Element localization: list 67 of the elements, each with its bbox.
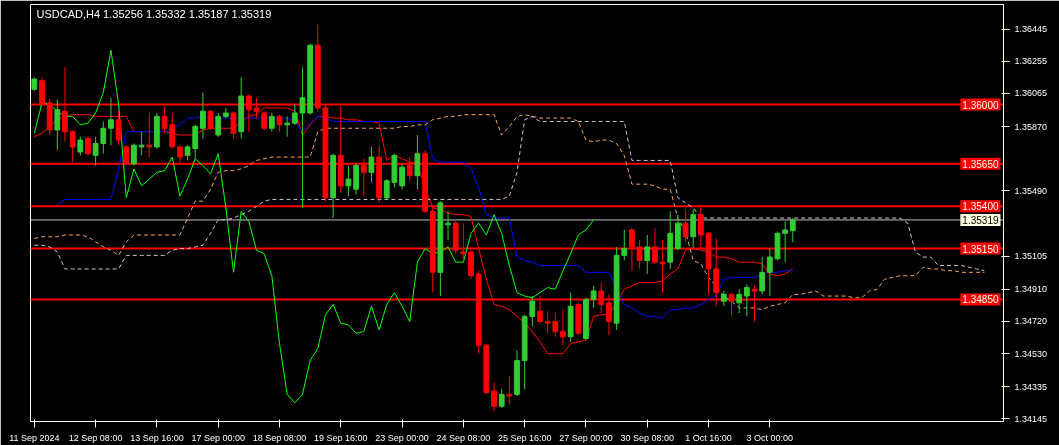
x-tick-label: 30 Sep 08:00 [620,432,675,443]
ref-line-label: 1.35319 [962,214,999,226]
x-tick-label: 11 Sep 2024 [9,432,60,443]
candlestick [682,209,689,243]
y-tick-label: 1.34720 [1014,316,1048,327]
x-tick-label: 24 Sep 08:00 [436,432,491,443]
y-tick-label: 1.36065 [1014,88,1048,99]
candlestick [498,388,505,409]
x-tick-label: 18 Sep 08:00 [252,432,307,443]
candlestick [789,217,796,243]
ref-line-label: 1.34850 [962,294,999,306]
candlestick [284,115,291,138]
x-tick-label: 17 Sep 00:00 [191,432,245,443]
candlestick [345,165,352,197]
y-tick-label: 1.35870 [1014,121,1048,132]
x-tick-label: 19 Sep 16:00 [314,432,368,443]
candlestick [291,104,298,126]
candlestick [115,110,122,146]
candlestick [77,136,84,156]
candlestick [85,136,91,156]
candlestick [491,382,497,412]
candlestick [590,285,597,309]
line-series [33,49,595,404]
x-tick-label: 13 Sep 16:00 [130,432,184,443]
x-tick-label: 1 Oct 16:00 [685,432,732,443]
candlestick [644,234,651,275]
candlestick [560,309,566,346]
candlestick [54,98,61,151]
ref-line-label: 1.35650 [962,158,999,170]
ref-line-label: 1.36000 [962,99,999,111]
ref-line-label: 1.35150 [962,243,999,255]
y-tick-label: 1.34145 [1014,413,1048,424]
candlestick [138,131,145,156]
candlestick [736,288,743,314]
candlestick [215,112,222,138]
y-tick-label: 1.34530 [1014,348,1048,359]
x-tick-label: 3 Oct 00:00 [746,432,794,443]
candlestick [759,256,766,295]
candlestick [445,210,451,241]
y-tick-label: 1.34910 [1014,284,1048,295]
candlestick [368,146,375,183]
candlestick [230,110,237,139]
y-tick-label: 1.36445 [1014,24,1048,35]
x-tick-label: 12 Sep 08:00 [68,432,123,443]
candlestick [743,283,750,317]
candlestick [261,110,268,131]
y-tick-label: 1.35490 [1014,185,1048,196]
ref-line-label: 1.35400 [962,201,999,213]
y-tick-label: 1.34335 [1014,381,1048,392]
candlestick [222,107,229,119]
candlestick [720,290,727,307]
candlestick [200,92,206,139]
candlestick [146,112,153,158]
candlestick [399,163,405,190]
chart-title: USDCAD,H4 1.35256 1.35332 1.35187 1.35319 [36,7,272,20]
x-tick-label: 27 Sep 00:00 [559,432,613,443]
candlestick [506,375,513,406]
candlestick [690,209,697,250]
y-tick-label: 1.35105 [1014,251,1048,262]
candlestick [268,112,275,133]
candlestick [353,163,359,195]
candlestick [131,143,137,167]
candlestick [108,97,114,146]
candlestick [414,134,421,190]
x-tick-label: 23 Sep 00:00 [375,432,429,443]
y-tick-label: 1.36255 [1014,56,1048,67]
x-tick-label: 25 Sep 16:00 [497,432,552,443]
